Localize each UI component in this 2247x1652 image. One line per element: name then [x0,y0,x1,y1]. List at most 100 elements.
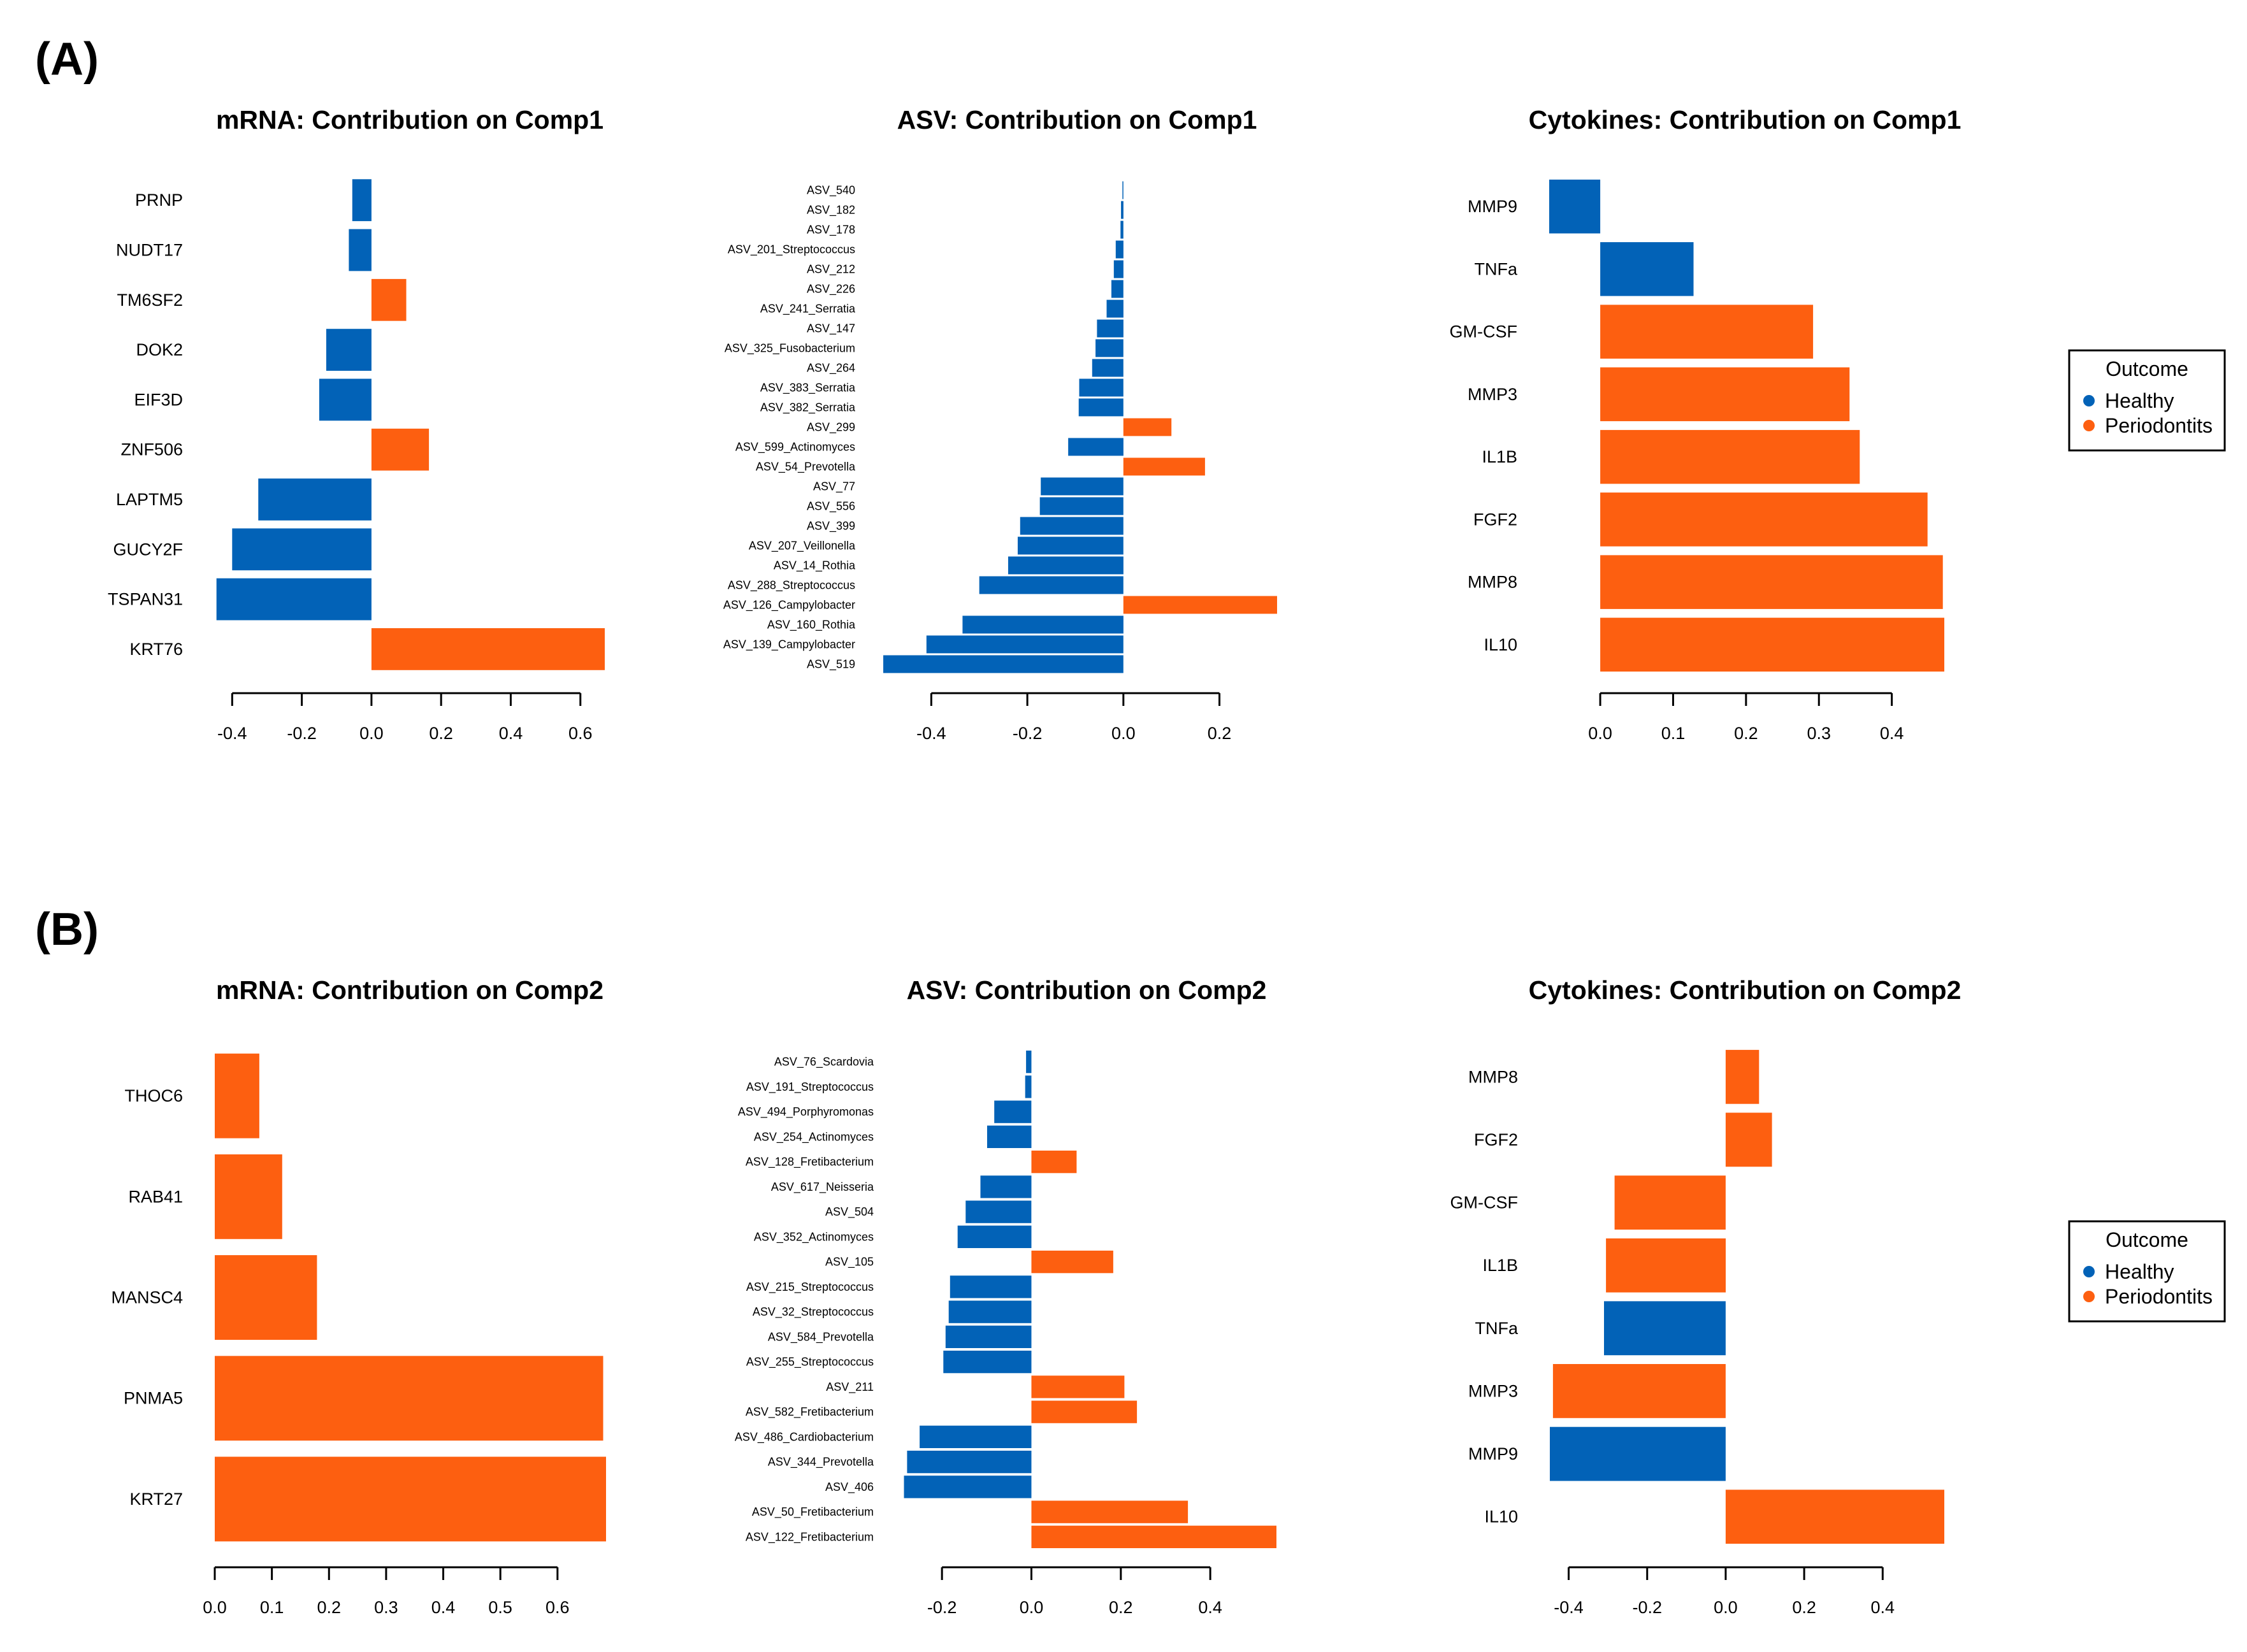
bar-asv-617-neisseria [980,1175,1032,1198]
category-label: ASV_105 [825,1256,874,1269]
x-tick-label: 0.2 [317,1598,341,1617]
bar-asv-504 [965,1200,1032,1223]
category-label: THOC6 [124,1086,183,1105]
x-tick-label: 0.3 [374,1598,398,1617]
category-label: MMP8 [1468,1067,1518,1086]
bar-il1b [1606,1238,1726,1293]
category-label: FGF2 [1473,510,1517,529]
bar-mmp8 [1600,555,1943,609]
bar-pnma5 [215,1356,603,1441]
category-label: MMP9 [1468,1444,1518,1463]
bar-asv-254-actinomyces [987,1125,1032,1148]
bar-asv-299 [1123,418,1172,436]
bar-il10 [1600,617,1944,672]
category-label: GM-CSF [1450,322,1517,341]
category-label: ASV_406 [825,1481,874,1494]
bar-eif3d [319,378,372,421]
bar-asv-399 [1020,517,1124,535]
bar-asv-494-porphyromonas [994,1100,1032,1123]
legend-swatch-healthy [2083,395,2095,406]
chart-title: ASV: Contribution on Comp1 [897,105,1257,134]
bar-il10 [1725,1490,1944,1544]
bar-thoc6 [215,1053,259,1138]
chart-title: Cytokines: Contribution on Comp2 [1529,975,1962,1005]
x-tick-label: -0.2 [287,724,317,743]
bar-asv-147 [1097,319,1124,338]
category-label: TNFa [1475,1319,1519,1338]
category-label: ASV_182 [807,204,855,217]
bar-asv-182 [1121,201,1124,219]
category-label: RAB41 [128,1187,183,1206]
x-tick-label: -0.2 [927,1598,957,1617]
category-label: EIF3D [134,390,183,409]
x-tick-label: 0.1 [1661,724,1686,743]
x-tick-label: 0.0 [1714,1598,1738,1617]
category-label: ASV_254_Actinomyces [754,1130,874,1144]
bar-fgf2 [1600,492,1928,547]
bar-asv-178 [1120,220,1124,239]
category-label: FGF2 [1474,1130,1518,1149]
category-label: ASV_582_Fretibacterium [746,1405,874,1419]
legend-a: Outcome Healthy Periodontits [2068,349,2226,452]
bar-tnfa [1604,1301,1726,1356]
bar-tm6sf2 [371,278,407,321]
bar-fgf2 [1725,1112,1772,1167]
bar-mmp3 [1552,1364,1726,1418]
category-label: ASV_147 [807,322,855,336]
x-tick-label: -0.2 [1632,1598,1662,1617]
chart-mrna-comp2: mRNA: Contribution on Comp2 THOC6 RAB41 MA… [111,975,606,1617]
chart-cytokines-comp2: Cytokines: Contribution on Comp2 MMP8 FGF… [1450,975,1962,1617]
bar-asv-215-streptococcus [950,1275,1032,1298]
category-label: ASV_54_Prevotella [756,461,856,474]
chart-title: ASV: Contribution on Comp2 [907,975,1267,1005]
category-label: MMP3 [1468,385,1517,404]
category-label: ASV_264 [807,362,855,375]
category-label: ASV_494_Porphyromonas [738,1105,874,1119]
x-tick-label: 0.4 [1198,1598,1222,1617]
category-label: ASV_191_Streptococcus [746,1081,874,1094]
panel-label-a: (A) [35,34,99,85]
category-label: ASV_226 [807,283,855,296]
category-label: TNFa [1475,259,1518,278]
x-tick-label: 0.1 [260,1598,284,1617]
category-label: ASV_207_Veillonella [749,540,856,553]
x-tick-label: -0.4 [1554,1598,1584,1617]
bar-il1b [1600,429,1860,484]
category-label: ASV_178 [807,224,855,237]
category-label: ASV_139_Campylobacter [723,638,855,652]
bar-asv-540 [1122,181,1124,199]
category-label: ASV_352_Actinomyces [754,1230,874,1244]
chart-title: mRNA: Contribution on Comp1 [216,105,603,134]
bar-asv-212 [1113,260,1124,278]
category-label: IL10 [1484,1507,1518,1526]
bar-tspan31 [216,578,372,621]
category-label: ASV_382_Serratia [760,401,856,415]
category-label: MMP3 [1468,1381,1518,1400]
bar-nudt17 [349,229,372,271]
bar-dok2 [326,329,372,371]
bar-znf506 [371,428,430,471]
category-label: ASV_128_Fretibacterium [746,1156,874,1169]
category-label: ASV_288_Streptococcus [728,579,855,593]
legend-label-healthy: Healthy [2105,1260,2174,1283]
legend-title: Outcome [2106,357,2188,380]
category-label: TM6SF2 [117,291,183,310]
x-tick-label: 0.4 [1880,724,1904,743]
category-label: ASV_344_Prevotella [768,1456,874,1469]
bar-asv-54-prevotella [1123,457,1205,476]
bar-asv-76-scardovia [1026,1051,1032,1074]
x-tick-label: 0.6 [568,724,593,743]
x-tick-label: 0.3 [1807,724,1831,743]
bar-asv-226 [1111,280,1124,298]
category-label: ASV_599_Actinomyces [735,441,855,454]
x-tick-label: 0.5 [488,1598,512,1617]
category-label: NUDT17 [116,241,183,260]
bar-tnfa [1600,242,1694,296]
x-tick-label: 0.0 [203,1598,227,1617]
x-tick-label: -0.4 [916,724,946,743]
category-label: DOK2 [136,340,183,359]
panel-label-b: (B) [35,904,99,955]
bar-asv-128-fretibacterium [1031,1151,1077,1174]
x-tick-label: 0.0 [1588,724,1612,743]
chart-mrna-comp1: mRNA: Contribution on Comp1 PRNP NUDT17 TM… [108,105,605,743]
